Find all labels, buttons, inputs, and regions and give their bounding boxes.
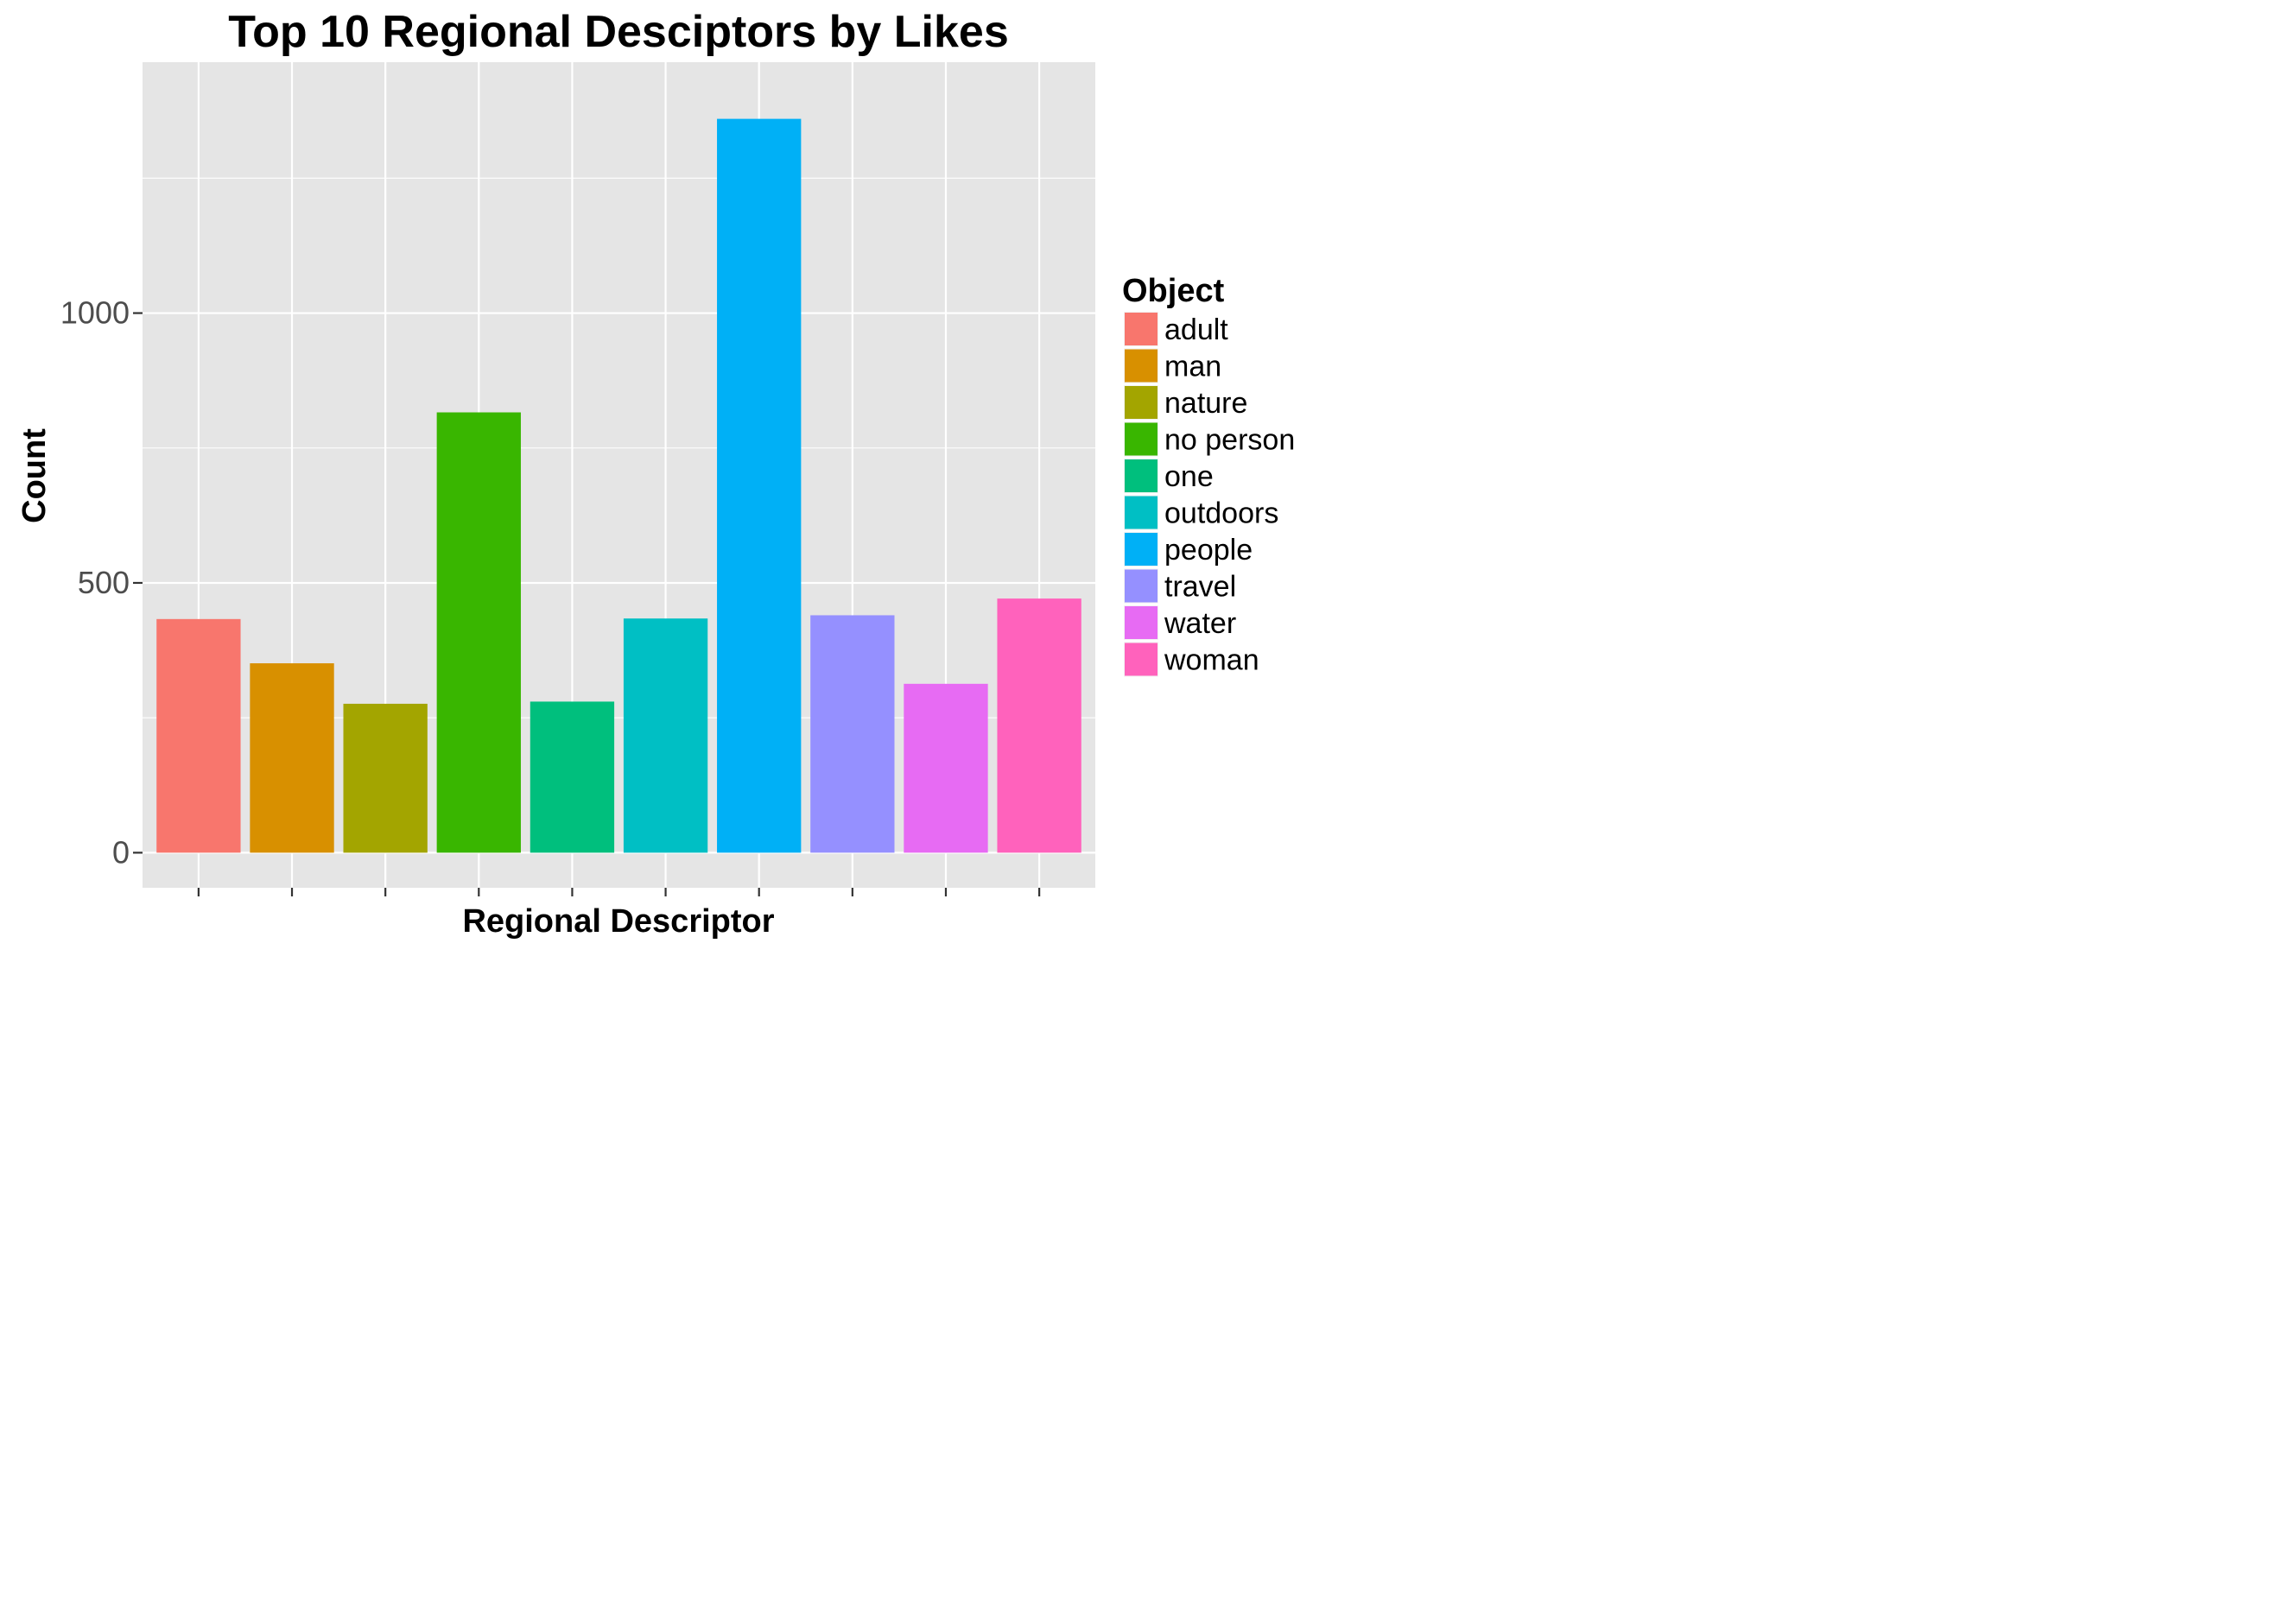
legend-label-no-person: no person [1164, 424, 1295, 457]
legend-swatch-nature [1125, 386, 1158, 419]
bar-woman [997, 598, 1081, 853]
legend-label-people: people [1164, 534, 1253, 567]
bar-water [904, 683, 988, 853]
chart-title: Top 10 Regional Desciptors by Likes [228, 7, 1009, 57]
legend-label-nature: nature [1164, 387, 1247, 420]
legend-swatch-people [1125, 533, 1158, 566]
y-tick-label: 1000 [60, 295, 130, 331]
legend-label-water: water [1164, 607, 1236, 640]
legend-swatch-adult [1125, 313, 1158, 345]
legend-label-outdoors: outdoors [1164, 497, 1278, 530]
y-tick-label: 500 [78, 565, 130, 600]
legend-label-one: one [1164, 460, 1214, 493]
y-tick-label: 0 [112, 834, 130, 870]
legend-swatch-outdoors [1125, 496, 1158, 529]
legend-label-woman: woman [1164, 644, 1259, 677]
legend-label-adult: adult [1164, 313, 1228, 346]
legend-swatch-one [1125, 459, 1158, 492]
legend-swatch-no-person [1125, 422, 1158, 456]
chart-container: Top 10 Regional Desciptors by Likes 0 500… [0, 0, 1332, 946]
bar-adult [156, 618, 241, 853]
legend-label-travel: travel [1164, 571, 1236, 604]
bar-man [250, 663, 334, 853]
x-axis-title: Regional Descriptor [462, 903, 774, 940]
legend-swatch-man [1125, 349, 1158, 383]
y-axis-title: Count [16, 428, 53, 523]
bar-people [717, 118, 802, 853]
legend-title: Object [1122, 273, 1225, 309]
bar-one [530, 701, 615, 853]
legend-swatch-woman [1125, 643, 1158, 676]
bar-no-person [436, 412, 521, 853]
bar-travel [810, 615, 895, 853]
legend-label-man: man [1164, 351, 1221, 383]
bar-nature [343, 703, 428, 853]
legend-swatch-water [1125, 606, 1158, 639]
legend-swatch-travel [1125, 569, 1158, 603]
bar-chart: Top 10 Regional Desciptors by Likes 0 500… [16, 7, 1295, 940]
bar-outdoors [623, 618, 708, 853]
